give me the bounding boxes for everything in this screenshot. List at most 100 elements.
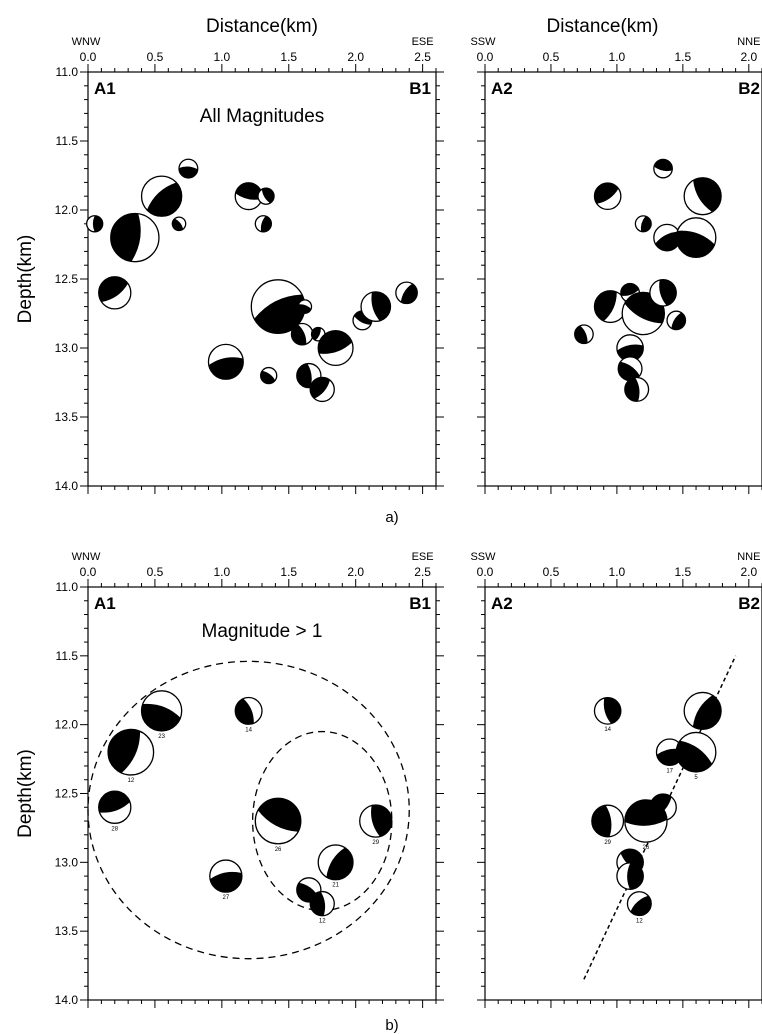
x-tick-label: 1.0 (609, 50, 626, 64)
focal-mechanism-marker (309, 376, 335, 403)
y-tick-label: 13.0 (55, 855, 79, 869)
y-tick-label: 11.0 (56, 65, 79, 79)
focal-mechanism-marker (234, 696, 263, 725)
focal-mechanism-marker (666, 310, 687, 331)
direction-label-left: SSW (470, 36, 496, 48)
x-tick-label: 2.0 (740, 565, 757, 579)
beachball-compressional-quadrant (655, 231, 681, 251)
focal-mechanism-marker (260, 366, 278, 385)
focal-mechanism-marker (653, 158, 673, 179)
event-id-label: 21 (332, 883, 339, 889)
beachball-compressional-quadrant (210, 871, 242, 893)
plot-frame (87, 71, 437, 487)
beachball-compressional-quadrant (208, 357, 244, 380)
dashed-guide-ellipse (87, 660, 410, 960)
beachball-compressional-quadrant (235, 698, 254, 725)
beachball-compressional-quadrant (603, 697, 621, 724)
focal-mechanism-marker (86, 215, 104, 233)
focal-mechanism-marker (593, 182, 622, 211)
y-tick-label: 13.5 (55, 924, 79, 938)
y-axis-title: Depth(km) (15, 235, 36, 324)
section-label-end: B1 (409, 594, 431, 613)
event-id-label: 17 (666, 768, 673, 774)
beachball-compressional-quadrant (676, 230, 715, 258)
direction-label-right: ESE (412, 551, 434, 563)
y-axis-title: Depth(km) (15, 749, 36, 838)
event-id-label: 29 (372, 840, 379, 846)
panel-title: All Magnitudes (200, 106, 325, 127)
x-axis-title: Distance(km) (206, 16, 318, 37)
beachball-compressional-quadrant (260, 216, 272, 232)
x-tick-label: 2.0 (347, 565, 364, 579)
focal-mechanism-marker (207, 343, 244, 380)
focal-mechanism-marker (234, 182, 263, 211)
focal-mechanism-marker (310, 326, 326, 342)
event-id-label: 14 (245, 727, 252, 733)
focal-mechanism-marker (309, 890, 335, 917)
focal-mechanism-marker (593, 290, 627, 324)
beachball-compressional-quadrant (235, 182, 262, 200)
x-tick-label: 0.0 (80, 50, 97, 64)
x-tick-label: 0.5 (147, 50, 164, 64)
beachball-compressional-quadrant (618, 361, 640, 381)
beachball-compressional-quadrant (591, 805, 612, 837)
beachball-compressional-quadrant (311, 327, 321, 341)
section-label-end: B2 (738, 79, 760, 98)
focal-mechanism-marker (107, 728, 155, 776)
beachball-compressional-quadrant (298, 304, 312, 314)
beachball-compressional-quadrant (640, 216, 652, 232)
y-tick-label: 11.5 (56, 649, 79, 663)
beachball-compressional-quadrant (630, 895, 652, 916)
beachball-compressional-quadrant (110, 213, 141, 262)
x-tick-label: 1.5 (280, 50, 297, 64)
plot-frame (484, 71, 762, 487)
focal-mechanism-marker (626, 891, 652, 917)
beachball-compressional-quadrant (693, 177, 722, 213)
section-label-start: A2 (491, 594, 513, 613)
beachball-compressional-quadrant (146, 182, 182, 217)
focal-mechanism-marker (616, 862, 644, 890)
y-tick-label: 14.0 (55, 479, 79, 493)
x-tick-label: 0.0 (80, 565, 97, 579)
event-id-label: 28 (111, 826, 118, 832)
focal-mechanism-marker (317, 844, 354, 881)
beachball-compressional-quadrant (326, 847, 354, 880)
y-tick-label: 12.0 (55, 718, 79, 732)
x-tick-label: 2.5 (414, 565, 431, 579)
focal-mechanism-marker (254, 215, 273, 233)
event-id-label: 23 (158, 734, 165, 740)
focal-mechanism-marker (317, 329, 354, 367)
focal-mechanism-marker (140, 175, 183, 217)
beachball-compressional-quadrant (98, 791, 130, 813)
event-id-label: 12 (636, 919, 643, 925)
x-tick-label: 1.5 (675, 565, 692, 579)
x-tick-label: 1.0 (214, 565, 231, 579)
section-label-start: A1 (94, 594, 116, 613)
y-tick-label: 12.5 (55, 787, 79, 801)
x-tick-label: 2.0 (740, 50, 757, 64)
beachball-compressional-quadrant (659, 279, 677, 306)
beachball-compressional-quadrant (594, 183, 619, 204)
beachball-compressional-quadrant (291, 324, 307, 345)
x-tick-label: 0.5 (147, 565, 164, 579)
focal-mechanism-marker (675, 217, 717, 259)
beachball-compressional-quadrant (371, 291, 391, 321)
direction-label-right: NNE (737, 36, 760, 48)
beachball-compressional-quadrant (260, 370, 276, 384)
focal-mechanism-marker (617, 356, 643, 382)
beachball-compressional-quadrant (620, 283, 639, 296)
y-tick-label: 11.5 (56, 134, 79, 148)
figure-label-a: a) (385, 509, 398, 526)
event-id-label: 29 (604, 840, 611, 846)
direction-label-left: WNW (72, 36, 101, 48)
y-tick-label: 12.0 (55, 203, 79, 217)
plot-frame (484, 586, 762, 1001)
focal-mechanism-marker (98, 790, 132, 824)
beachball-compressional-quadrant (310, 891, 326, 916)
beachball-compressional-quadrant (310, 377, 330, 399)
beachball-compressional-quadrant (179, 166, 198, 178)
beachball-compressional-quadrant (141, 703, 181, 731)
event-id-label: 26 (275, 847, 282, 853)
focal-mechanism-marker (624, 376, 650, 402)
